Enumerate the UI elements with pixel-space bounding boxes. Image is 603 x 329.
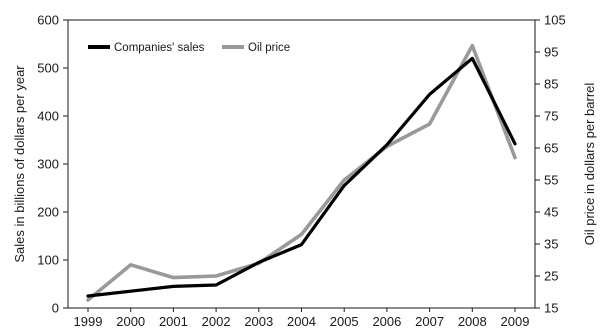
left-tick-label: 500 [37, 61, 59, 76]
x-tick-label: 2006 [372, 314, 401, 329]
right-tick-label: 65 [544, 141, 558, 156]
left-axis-title: Sales in billions of dollars per year [12, 65, 27, 263]
right-tick-label: 45 [544, 205, 558, 220]
right-tick-label: 35 [544, 237, 558, 252]
right-tick-label: 105 [544, 13, 566, 28]
x-tick-label: 2000 [116, 314, 145, 329]
right-tick-label: 85 [544, 77, 558, 92]
left-tick-label: 200 [37, 205, 59, 220]
x-tick-label: 2009 [501, 314, 530, 329]
x-tick-label: 2001 [159, 314, 188, 329]
x-tick-label: 2004 [287, 314, 316, 329]
series-line-oil-price [86, 43, 517, 302]
right-tick-label: 15 [544, 301, 558, 316]
x-tick-label: 1999 [74, 314, 103, 329]
x-axis-ticks: 1999 2000 2001 2002 2003 2004 2005 2006 2007 2008… [74, 308, 530, 329]
x-tick-label: 2002 [202, 314, 231, 329]
left-tick-label: 300 [37, 157, 59, 172]
left-axis-ticks: 0 100 200 300 400 500 600 [37, 13, 68, 316]
series-line-companies-sales [86, 56, 517, 298]
x-tick-label: 2007 [415, 314, 444, 329]
legend-label-companies-sales: Companies' sales [114, 42, 205, 54]
legend: Companies' sales Oil price [88, 42, 290, 54]
left-tick-label: 400 [37, 109, 59, 124]
right-tick-label: 25 [544, 269, 558, 284]
x-tick-label: 2005 [330, 314, 359, 329]
x-tick-label: 2003 [244, 314, 273, 329]
right-tick-label: 75 [544, 109, 558, 124]
right-tick-label: 55 [544, 173, 558, 188]
right-axis-ticks: 15 25 35 45 55 65 75 85 95 105 [535, 13, 566, 316]
x-tick-label: 2008 [458, 314, 487, 329]
legend-label-oil-price: Oil price [248, 42, 290, 54]
left-tick-label: 0 [52, 301, 59, 316]
left-tick-label: 600 [37, 13, 59, 28]
right-axis-title: Oil price in dollars per barrel [582, 83, 597, 246]
series-layer [86, 43, 517, 302]
left-tick-label: 100 [37, 253, 59, 268]
right-tick-label: 95 [544, 45, 558, 60]
